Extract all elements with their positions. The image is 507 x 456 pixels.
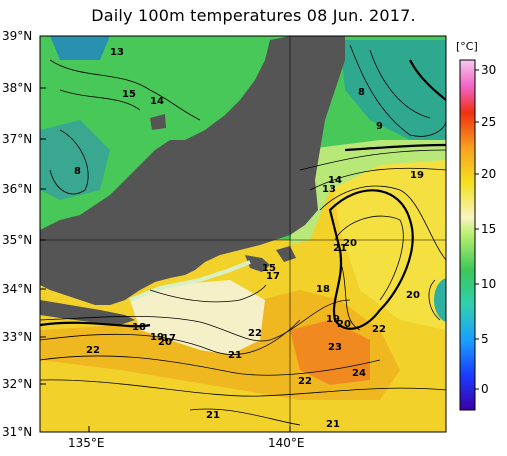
contour-line [149,284,267,303]
contour-label: 22 [298,376,312,387]
lat-label: 36°N [2,182,33,196]
contour-label: 19 [150,332,164,343]
noto-peninsula [150,114,166,130]
contour-label-group: 13 15 14 8 8 9 14 13 19 21 20 15 17 18 2… [74,47,424,430]
axis-ticks [40,35,291,432]
contour-label: 21 [228,350,242,361]
front-band [290,140,446,245]
graticule [40,36,446,432]
lat-label: 33°N [2,330,33,344]
colorbar-tick-label: 5 [481,332,489,346]
contour-label: 24 [352,368,366,379]
contour-lines [40,44,446,426]
contour-line [49,129,89,195]
colorbar-tick-label: 15 [481,222,497,236]
contour-label: 18 [316,284,330,295]
contour-label: 8 [358,87,365,98]
contour-label: 21 [333,243,347,254]
lat-label: 32°N [2,377,33,391]
contour-line [349,44,446,137]
contour-label: 13 [322,184,336,195]
lon-label: 135°E [68,436,105,450]
colorbar-tick-label: 30 [481,63,497,77]
bold-contour-15 [344,143,446,152]
contour-label: 20 [337,319,351,330]
izu-peninsula [245,255,270,272]
contour-line [59,89,141,111]
contour-label: 13 [110,47,124,58]
colorbar-tick-label: 25 [481,115,497,129]
cold-eddy-northeast [340,40,446,140]
contour-label: 21 [326,419,340,430]
contour-label: 22 [86,345,100,356]
contour-line [49,59,201,121]
lat-label: 37°N [2,132,33,146]
contour-line [40,379,446,397]
bold-contour-18 [40,321,151,328]
colorbar-tick-label: 10 [481,277,497,291]
contour-label: 9 [376,121,383,132]
cold-eddy-east [434,278,446,322]
contour-label: 15 [122,89,136,100]
lon-label: 140°E [268,436,305,450]
contour-label: 14 [328,175,342,186]
bold-contour-10 [409,59,446,101]
contour-line [309,167,446,191]
honshu-landmass [40,36,345,305]
plot-frame [39,35,447,433]
lat-label: 35°N [2,233,33,247]
colorbar-tick-label: 20 [481,167,497,181]
contour-label: 15 [262,263,276,274]
coastal-ribbon [129,260,251,302]
contour-line [334,215,404,301]
contour-label: 22 [248,328,262,339]
bold-contour-20 [328,189,414,330]
lat-label: 38°N [2,81,33,95]
contour-label: 22 [372,324,386,335]
contour-label: 23 [328,342,342,353]
contour-label: 19 [326,314,340,325]
lat-label: 31°N [2,425,33,439]
contour-label: 17 [266,271,280,282]
colorbar-tick-label: 0 [481,382,489,396]
sado-island [320,58,335,74]
colorbar [459,59,476,411]
contour-line [299,149,446,171]
contour-label: 20 [343,238,357,249]
colorbar-ticks [475,69,479,390]
contour-line [319,185,446,261]
contour-label: 14 [150,96,164,107]
warmest-patch [290,320,370,385]
contour-label: 21 [206,410,220,421]
bold-contours [40,59,446,330]
cold-eddy-west [40,120,110,200]
chart-title: Daily 100m temperatures 08 Jun. 2017. [91,6,416,25]
boso-peninsula [276,246,296,262]
contour-line [369,49,431,119]
contour-label: 20 [406,290,420,301]
contour-label: 8 [74,166,81,177]
lat-label: 34°N [2,282,33,296]
shikoku-landmass [40,300,135,325]
lat-label: 39°N [2,29,33,43]
contour-label: 20 [158,337,172,348]
cool-pale-region [130,280,265,355]
colorbar-unit: [°C] [456,40,478,53]
contour-line [40,319,301,355]
contour-label: 18 [132,322,146,333]
cold-eddy-northwest [50,36,110,60]
contour-label: 19 [410,170,424,181]
contour-label: 17 [162,333,176,344]
contour-line [339,259,361,331]
contour-line [40,299,351,342]
contour-line [40,355,381,376]
contour-line [428,279,441,321]
map-area [40,36,446,432]
